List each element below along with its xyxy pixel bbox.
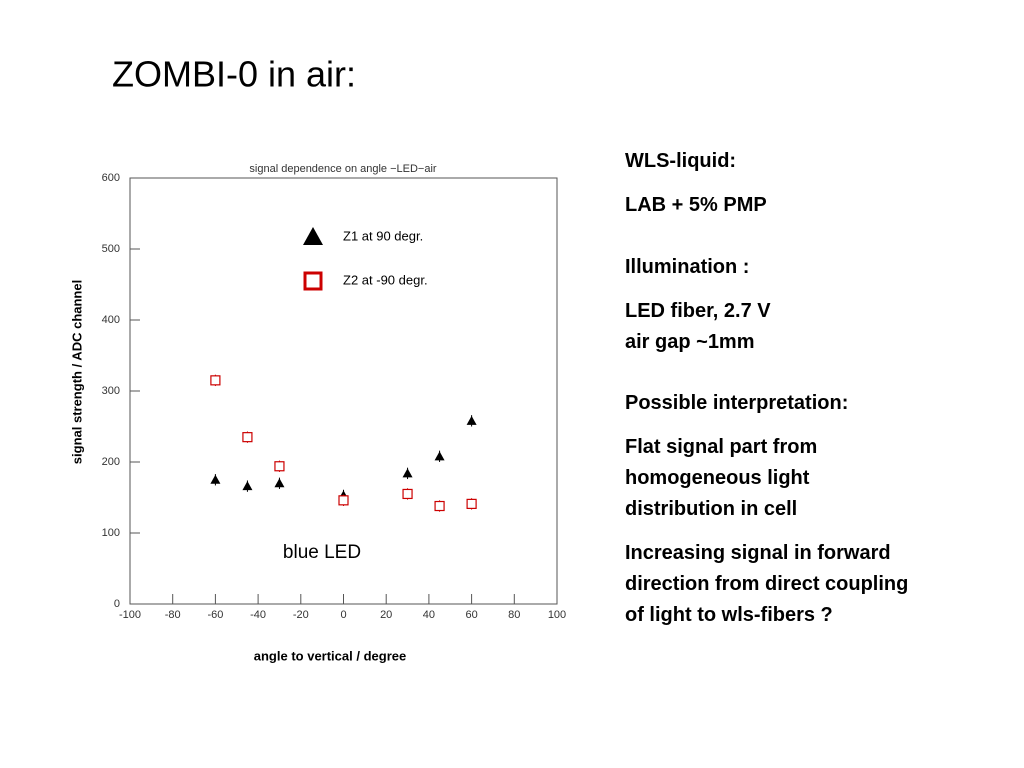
- legend-label: Z2 at -90 degr.: [343, 272, 428, 287]
- side-text: LED fiber, 2.7 V: [625, 300, 771, 322]
- y-tick-label: 200: [102, 456, 120, 468]
- x-tick-label: 60: [465, 609, 477, 621]
- y-tick-label: 0: [114, 598, 120, 610]
- data-point: [242, 481, 253, 491]
- x-tick-label: -40: [250, 609, 266, 621]
- legend-marker: [303, 227, 323, 245]
- data-point: [434, 451, 445, 461]
- slide-title: ZOMBI-0 in air:: [112, 54, 356, 95]
- data-point: [210, 375, 221, 386]
- y-tick-label: 500: [102, 243, 120, 255]
- data-point: [274, 478, 285, 488]
- side-text: direction from direct coupling: [625, 573, 908, 595]
- side-text: Flat signal part from: [625, 436, 817, 458]
- y-tick-label: 400: [102, 314, 120, 326]
- annotation: blue LED: [283, 542, 361, 563]
- data-point: [338, 495, 349, 506]
- x-tick-label: -60: [207, 609, 223, 621]
- side-text: air gap ~1mm: [625, 331, 755, 353]
- x-tick-label: 0: [340, 609, 346, 621]
- x-axis-label: angle to vertical / degree: [254, 648, 406, 663]
- data-point: [274, 461, 285, 472]
- y-tick-label: 300: [102, 385, 120, 397]
- data-point: [466, 498, 477, 509]
- data-point: [434, 500, 445, 512]
- side-text: Increasing signal in forward: [625, 542, 891, 564]
- side-text: LAB + 5% PMP: [625, 194, 767, 216]
- y-tick-label: 600: [102, 172, 120, 184]
- side-text: Possible interpretation:: [625, 392, 848, 414]
- data-point: [242, 432, 253, 443]
- y-tick-label: 100: [102, 527, 120, 539]
- x-tick-label: 100: [548, 609, 566, 621]
- x-tick-label: -80: [165, 609, 181, 621]
- x-tick-label: -20: [293, 609, 309, 621]
- x-tick-label: 20: [380, 609, 392, 621]
- x-tick-label: -100: [119, 609, 141, 621]
- x-tick-label: 80: [508, 609, 520, 621]
- data-point: [402, 488, 413, 500]
- side-text: of light to wls-fibers ?: [625, 604, 833, 626]
- side-text: homogeneous light: [625, 467, 810, 489]
- legend-label: Z1 at 90 degr.: [343, 228, 423, 243]
- legend-marker: [303, 271, 323, 291]
- data-point: [210, 474, 221, 484]
- x-tick-label: 40: [423, 609, 435, 621]
- side-text: distribution in cell: [625, 498, 797, 520]
- data-point: [402, 468, 413, 478]
- side-text: WLS-liquid:: [625, 150, 736, 172]
- chart-title: signal dependence on angle −LED−air: [249, 163, 436, 175]
- data-point: [466, 415, 477, 425]
- y-axis-label: signal strength / ADC channel: [69, 280, 84, 464]
- side-text: Illumination :: [625, 256, 749, 278]
